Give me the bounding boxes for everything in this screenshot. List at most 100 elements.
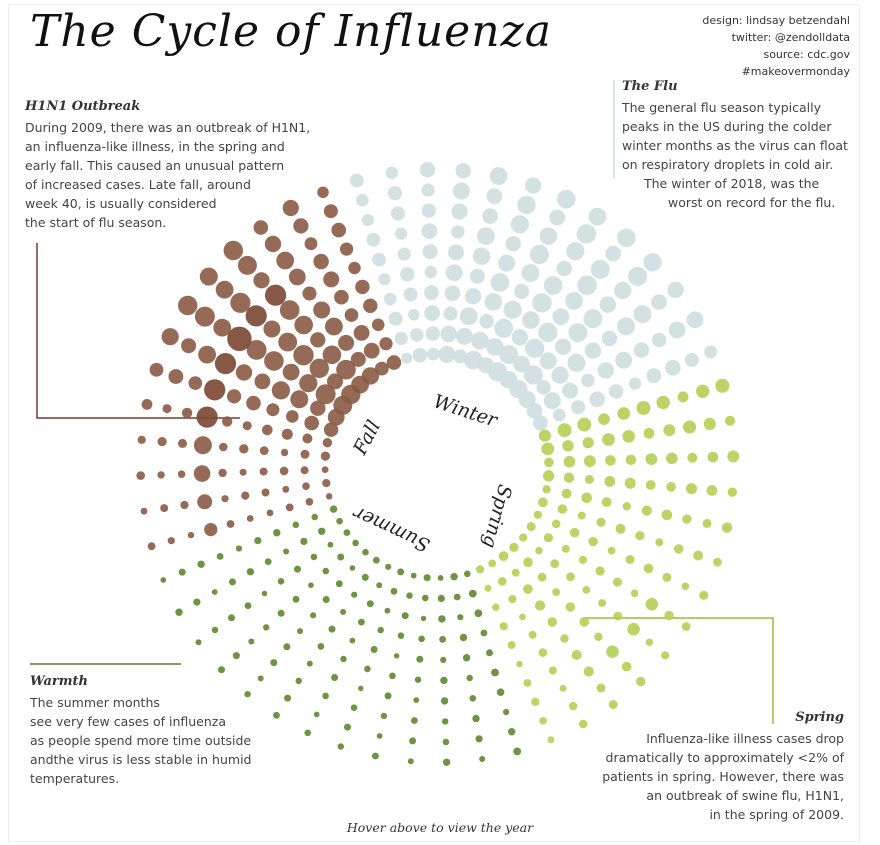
bubble[interactable] (302, 286, 317, 301)
bubble[interactable] (283, 643, 291, 651)
bubble[interactable] (507, 641, 516, 650)
bubble[interactable] (228, 614, 235, 622)
bubble[interactable] (331, 222, 347, 238)
bubble[interactable] (265, 284, 287, 306)
bubble[interactable] (562, 382, 579, 399)
bubble[interactable] (331, 674, 339, 681)
bubble[interactable] (627, 622, 640, 636)
bubble[interactable] (400, 267, 415, 282)
bubble[interactable] (401, 352, 413, 364)
bubble[interactable] (323, 204, 338, 219)
bubble[interactable] (257, 675, 264, 682)
bubble[interactable] (349, 637, 356, 644)
bubble[interactable] (377, 626, 384, 634)
bubble[interactable] (440, 676, 448, 685)
bubble[interactable] (645, 598, 659, 611)
bubble[interactable] (329, 505, 338, 513)
bubble[interactable] (328, 625, 336, 633)
bubble[interactable] (548, 666, 557, 675)
bubble[interactable] (282, 199, 299, 217)
bubble[interactable] (677, 391, 689, 403)
bubble[interactable] (235, 364, 253, 381)
bubble[interactable] (681, 622, 691, 631)
bubble[interactable] (526, 522, 536, 532)
bubble[interactable] (197, 494, 213, 510)
bubble[interactable] (543, 392, 561, 410)
bubble[interactable] (486, 188, 503, 204)
bubble[interactable] (474, 609, 483, 618)
bubble[interactable] (442, 758, 451, 766)
bubble[interactable] (498, 551, 509, 561)
bubble[interactable] (567, 353, 586, 372)
bubble[interactable] (313, 253, 329, 270)
bubble[interactable] (561, 488, 572, 499)
bubble[interactable] (578, 719, 588, 729)
bubble[interactable] (557, 504, 568, 514)
bubble[interactable] (601, 330, 618, 347)
bubble[interactable] (645, 480, 656, 490)
bubble[interactable] (519, 533, 528, 542)
bubble[interactable] (299, 374, 318, 393)
bubble[interactable] (344, 308, 359, 322)
bubble[interactable] (560, 634, 569, 643)
bubble[interactable] (350, 704, 358, 711)
bubble[interactable] (511, 329, 528, 346)
bubble[interactable] (199, 267, 218, 286)
bubble[interactable] (645, 638, 654, 646)
bubble[interactable] (204, 523, 218, 537)
bubble[interactable] (498, 254, 516, 272)
bubble[interactable] (385, 166, 398, 180)
bubble[interactable] (661, 509, 673, 521)
bubble[interactable] (337, 553, 345, 561)
bubble[interactable] (386, 355, 402, 370)
bubble[interactable] (510, 215, 529, 234)
bubble[interactable] (196, 406, 218, 428)
bubble[interactable] (311, 513, 319, 521)
bubble[interactable] (665, 359, 681, 376)
bubble[interactable] (137, 435, 146, 444)
bubble[interactable] (643, 253, 662, 272)
bubble[interactable] (246, 340, 267, 360)
bubble[interactable] (503, 708, 510, 716)
bubble[interactable] (409, 737, 417, 745)
bubble[interactable] (598, 599, 606, 607)
bubble[interactable] (625, 555, 635, 564)
bubble[interactable] (394, 653, 400, 659)
bubble[interactable] (358, 618, 365, 626)
bubble[interactable] (543, 470, 555, 482)
bubble[interactable] (703, 417, 716, 430)
bubble[interactable] (304, 415, 320, 431)
bubble[interactable] (282, 485, 290, 493)
bubble[interactable] (379, 337, 393, 351)
bubble[interactable] (584, 475, 594, 484)
bubble[interactable] (388, 311, 403, 326)
bubble[interactable] (667, 281, 684, 298)
bubble[interactable] (565, 602, 575, 612)
bubble[interactable] (264, 558, 272, 565)
bubble[interactable] (376, 733, 383, 739)
bubble[interactable] (525, 338, 545, 358)
bubble[interactable] (304, 237, 318, 251)
bubble[interactable] (542, 485, 551, 494)
bubble[interactable] (578, 555, 588, 565)
bubble[interactable] (641, 505, 652, 516)
bubble[interactable] (413, 697, 420, 703)
bubble[interactable] (271, 381, 290, 400)
bubble[interactable] (437, 575, 444, 581)
bubble[interactable] (239, 444, 249, 454)
bubble[interactable] (552, 408, 566, 422)
bubble[interactable] (727, 487, 737, 497)
bubble[interactable] (349, 565, 356, 571)
bubble[interactable] (543, 276, 563, 295)
bubble[interactable] (503, 300, 522, 319)
bubble[interactable] (230, 292, 251, 313)
bubble[interactable] (362, 548, 369, 556)
bubble[interactable] (408, 309, 420, 321)
credit-twitter[interactable]: twitter: @zendolldata (731, 31, 850, 44)
bubble[interactable] (406, 592, 413, 599)
bubble[interactable] (248, 638, 255, 645)
bubble[interactable] (498, 577, 507, 586)
bubble[interactable] (394, 331, 408, 346)
bubble[interactable] (318, 527, 326, 535)
bubble[interactable] (308, 582, 314, 588)
